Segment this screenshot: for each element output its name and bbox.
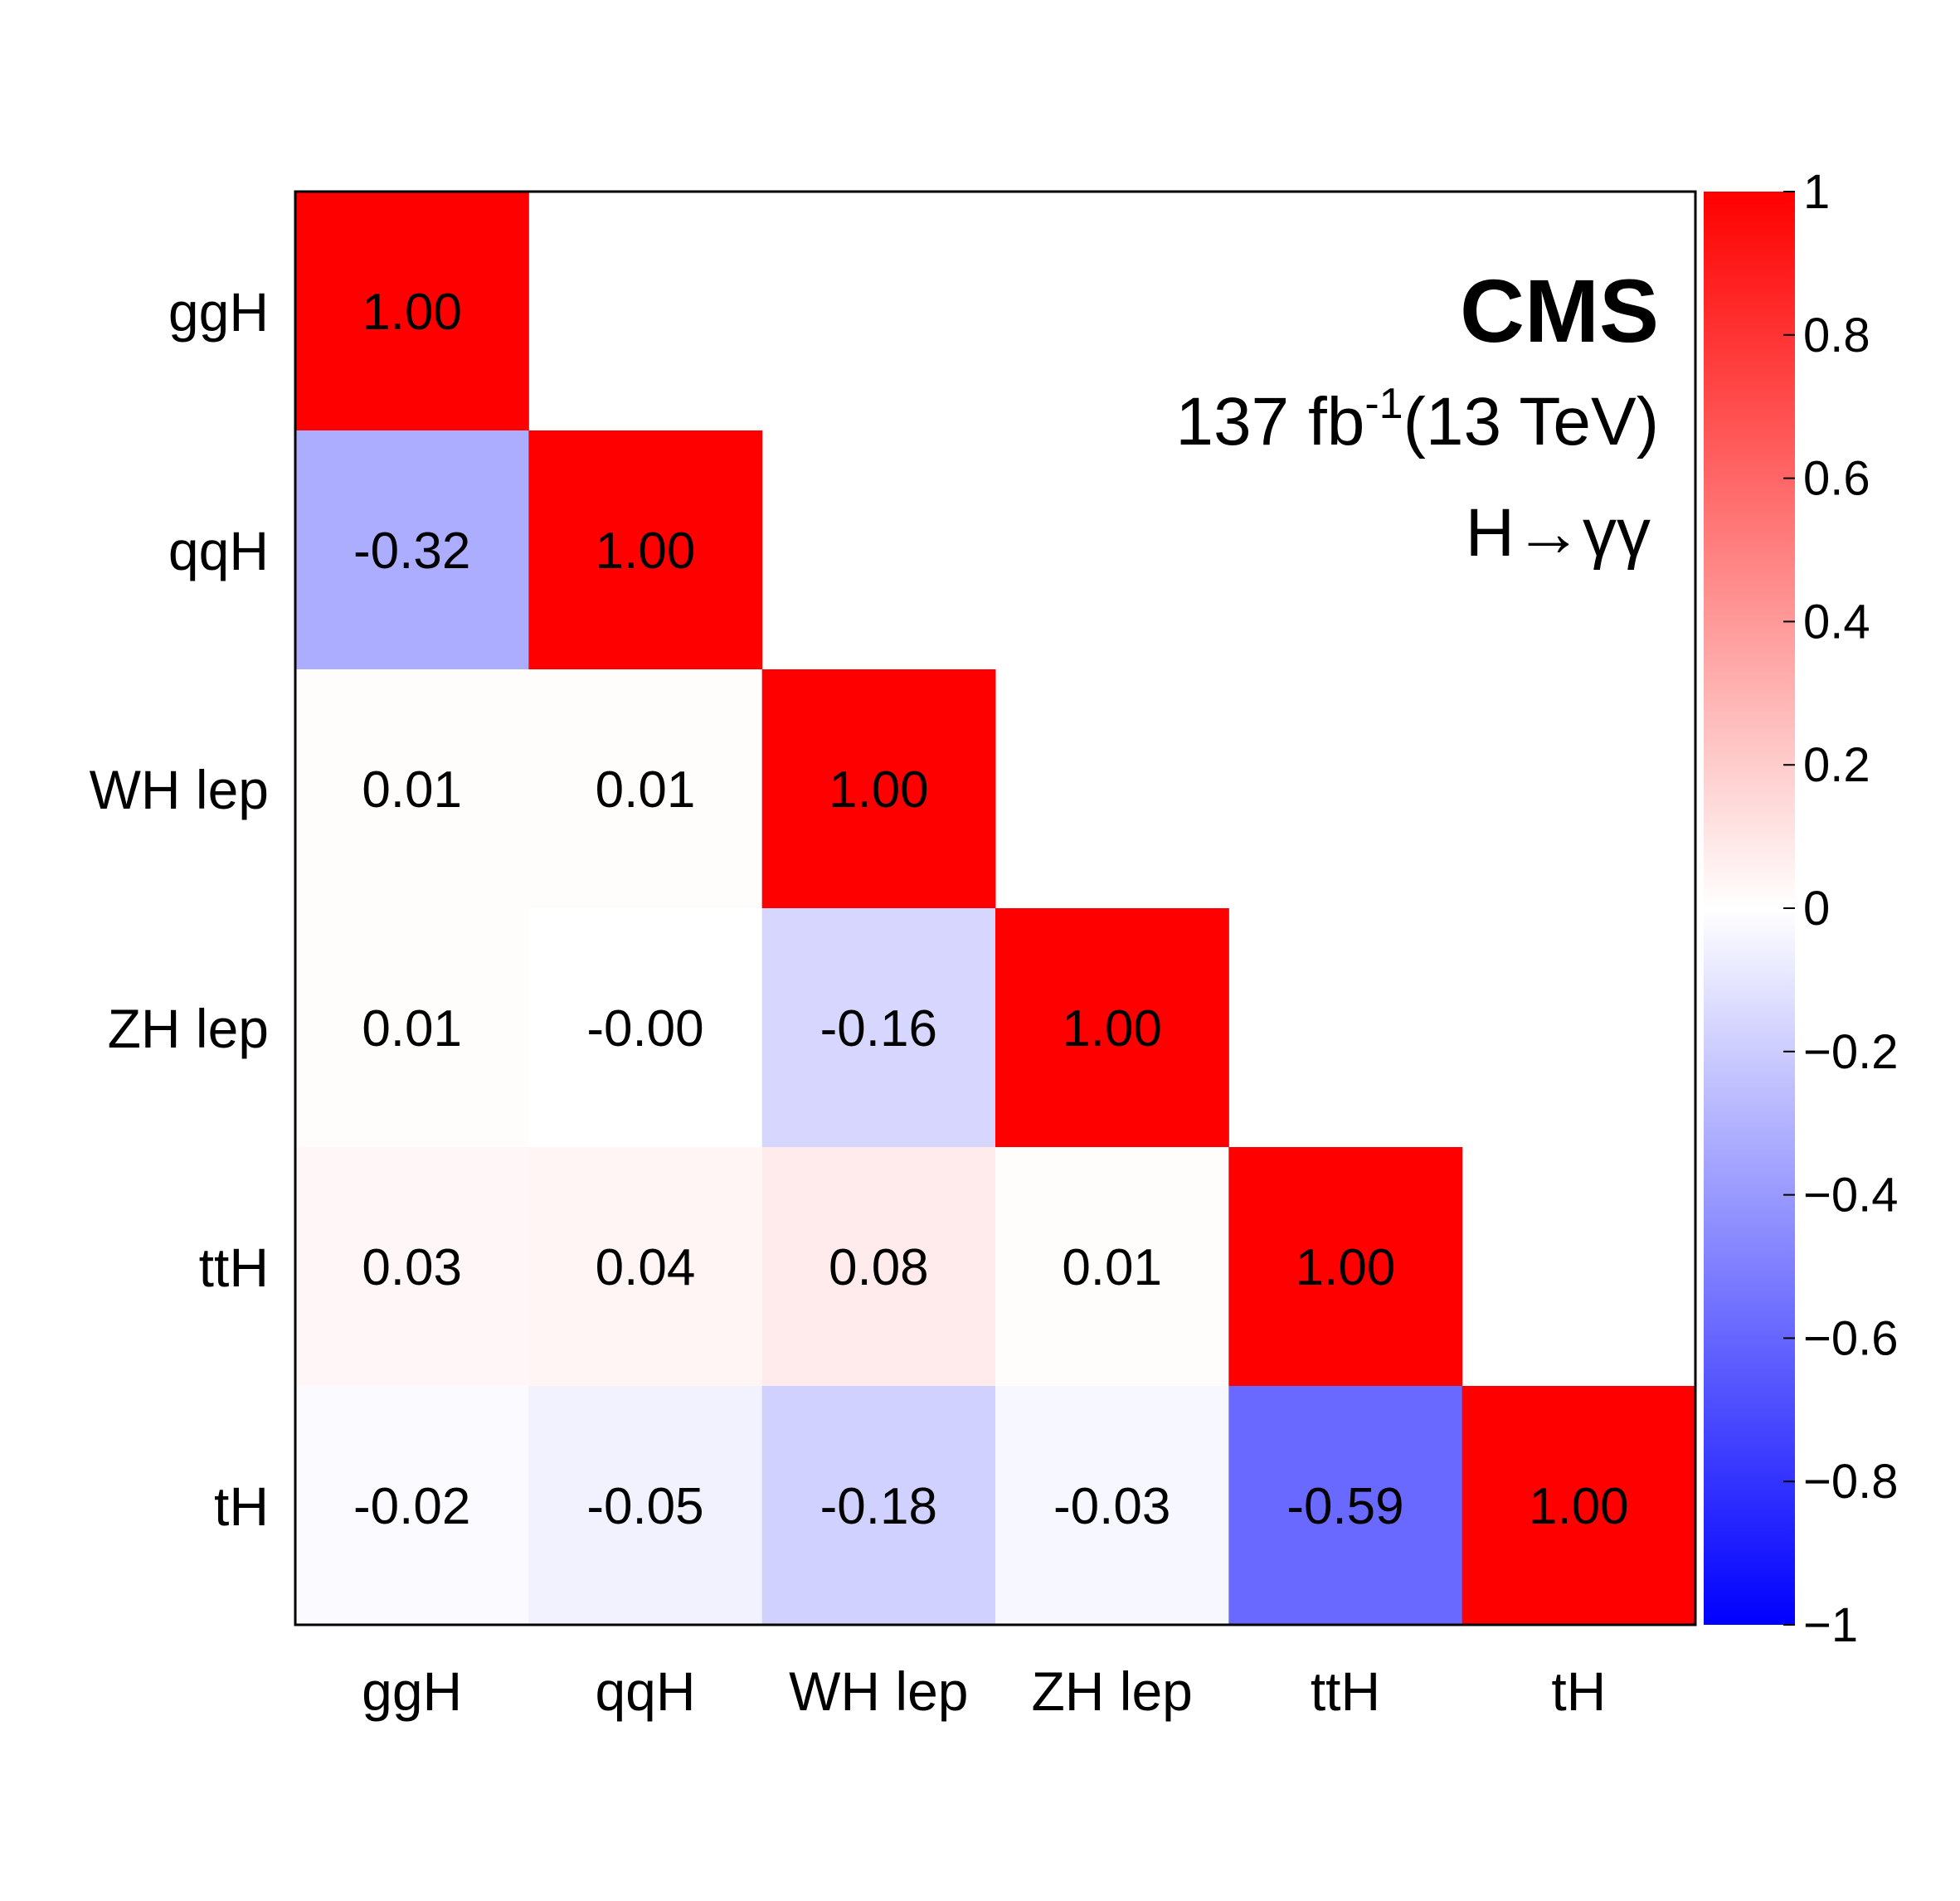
heatmap-cell — [295, 430, 529, 670]
cell-value-label: -0.59 — [1286, 1478, 1403, 1535]
heatmap-cell — [761, 1386, 996, 1626]
heatmap-cell — [995, 908, 1229, 1148]
colorbar-tick-label: 0 — [1803, 882, 1830, 936]
heatmap-cell — [761, 908, 996, 1148]
y-tick-label: ttH — [199, 1237, 269, 1298]
lumi-value: 137 fb — [1175, 384, 1364, 459]
heatmap-cell — [1228, 1147, 1463, 1387]
cell-value-labels: 1.00 -0.32 1.00 0.01 0.01 1.00 0.01 -0.00 -0.16 1… — [353, 284, 1629, 1535]
heatmap-cell — [995, 1147, 1229, 1387]
cell-value-label: 0.01 — [362, 761, 462, 819]
heatmap-cell — [528, 669, 763, 909]
colorbar-tick-label: −0.6 — [1803, 1311, 1899, 1365]
cell-value-label: 1.00 — [1296, 1239, 1396, 1296]
cell-value-label: 1.00 — [362, 284, 462, 341]
heatmap-cell — [295, 908, 529, 1148]
plot-frame — [294, 190, 1697, 1626]
heatmap-cell — [528, 1147, 763, 1387]
y-tick-label: tH — [214, 1476, 269, 1537]
cell-value-label: 1.00 — [596, 523, 696, 580]
heatmap-cell — [295, 1386, 529, 1626]
heatmap-cells — [295, 192, 1696, 1626]
heatmap-cell — [295, 192, 529, 431]
colorbar-tick-label: −0.4 — [1803, 1169, 1899, 1223]
cell-value-label: 1.00 — [1062, 1000, 1162, 1057]
colorbar-tick-label: 0.2 — [1803, 738, 1870, 792]
x-axis-tick-labels: ggH qqH WH lep ZH lep ttH tH — [362, 1660, 1606, 1722]
colorbar-tick-labels: 1 0.8 0.6 0.4 0.2 0 −0.2 −0.4 −0.6 −0.8 −1 — [1783, 165, 1899, 1652]
cell-value-label: 1.00 — [1529, 1478, 1629, 1535]
experiment-label: CMS — [1460, 260, 1659, 361]
cell-value-label: -0.00 — [586, 1000, 703, 1057]
y-axis-tick-labels: ggH qqH WH lep ZH lep ttH tH — [90, 281, 269, 1537]
cell-value-label: 0.01 — [362, 1000, 462, 1057]
heatmap-cell — [528, 430, 763, 670]
heatmap-cell — [295, 1147, 529, 1387]
heatmap-cell — [995, 1386, 1229, 1626]
cell-value-label: -0.03 — [1053, 1478, 1170, 1535]
colorbar-tick-label: −1 — [1803, 1598, 1858, 1652]
cell-value-label: -0.05 — [586, 1478, 703, 1535]
x-tick-label: tH — [1551, 1660, 1606, 1722]
colorbar-tick-label: −0.8 — [1803, 1455, 1899, 1509]
x-tick-label: ggH — [362, 1660, 462, 1722]
heatmap-cell — [761, 1147, 996, 1387]
y-tick-label: ggH — [168, 281, 269, 343]
x-tick-label: qqH — [595, 1660, 695, 1722]
x-tick-label: WH lep — [789, 1660, 968, 1722]
cell-value-label: 0.03 — [362, 1239, 462, 1296]
heatmap-cell — [1228, 1386, 1463, 1626]
y-tick-label: WH lep — [90, 759, 269, 820]
heatmap-cell — [528, 1386, 763, 1626]
cell-value-label: -0.32 — [353, 523, 470, 580]
y-tick-label: ZH lep — [108, 998, 269, 1059]
y-tick-label: qqH — [168, 520, 269, 581]
cell-value-label: 0.04 — [596, 1239, 696, 1296]
heatmap-cell — [528, 908, 763, 1148]
cell-value-label: 0.08 — [829, 1239, 929, 1296]
cell-value-label: -0.16 — [820, 1000, 937, 1057]
colorbar — [1704, 192, 1795, 1625]
cell-value-label: 1.00 — [829, 761, 929, 819]
x-tick-label: ZH lep — [1031, 1660, 1192, 1722]
cell-value-label: 0.01 — [596, 761, 696, 819]
colorbar-tick-label: 0.4 — [1803, 595, 1870, 649]
x-tick-label: ttH — [1311, 1660, 1380, 1722]
heatmap-cell — [761, 669, 996, 909]
heatmap-cell — [1461, 1386, 1696, 1626]
colorbar-tick-label: 0.6 — [1803, 452, 1870, 506]
colorbar-tick-label: −0.2 — [1803, 1025, 1899, 1079]
cell-value-label: -0.18 — [820, 1478, 937, 1535]
colorbar-tick-label: 0.8 — [1803, 309, 1870, 362]
lumi-energy: (13 TeV) — [1403, 384, 1659, 459]
cell-value-label: -0.02 — [353, 1478, 470, 1535]
colorbar-tick-label: 1 — [1803, 165, 1830, 219]
channel-label: H→γγ — [1466, 495, 1651, 571]
lumi-exponent: -1 — [1364, 380, 1403, 428]
cell-value-label: 0.01 — [1062, 1239, 1162, 1296]
heatmap-cell — [295, 669, 529, 909]
luminosity-label: 137 fb-1(13 TeV) — [1175, 380, 1659, 459]
